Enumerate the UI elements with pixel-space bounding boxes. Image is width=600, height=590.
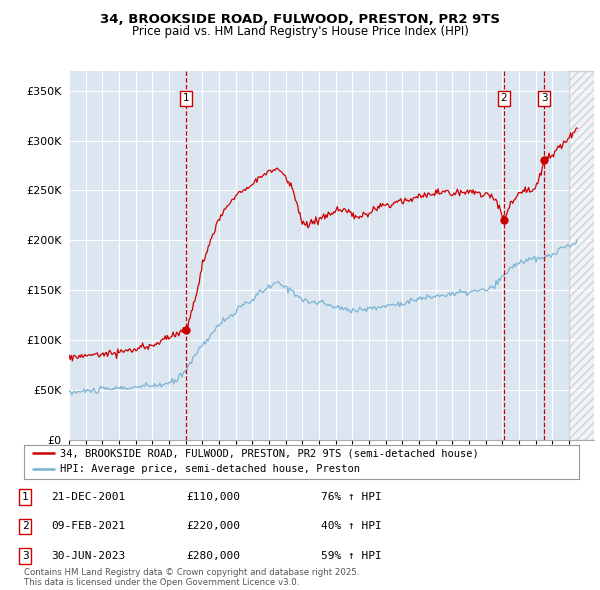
Bar bbox=[569, 71, 594, 440]
Text: £110,000: £110,000 bbox=[186, 492, 240, 502]
Text: 3: 3 bbox=[22, 551, 29, 560]
Text: 34, BROOKSIDE ROAD, FULWOOD, PRESTON, PR2 9TS (semi-detached house): 34, BROOKSIDE ROAD, FULWOOD, PRESTON, PR… bbox=[60, 448, 479, 458]
Text: Contains HM Land Registry data © Crown copyright and database right 2025.
This d: Contains HM Land Registry data © Crown c… bbox=[24, 568, 359, 587]
Text: HPI: Average price, semi-detached house, Preston: HPI: Average price, semi-detached house,… bbox=[60, 464, 360, 474]
Text: 3: 3 bbox=[541, 93, 547, 103]
Text: 34, BROOKSIDE ROAD, FULWOOD, PRESTON, PR2 9TS: 34, BROOKSIDE ROAD, FULWOOD, PRESTON, PR… bbox=[100, 13, 500, 26]
Text: 40% ↑ HPI: 40% ↑ HPI bbox=[321, 522, 382, 531]
Text: 76% ↑ HPI: 76% ↑ HPI bbox=[321, 492, 382, 502]
Text: 1: 1 bbox=[22, 492, 29, 502]
Text: 1: 1 bbox=[182, 93, 189, 103]
Text: 09-FEB-2021: 09-FEB-2021 bbox=[51, 522, 125, 531]
Text: 30-JUN-2023: 30-JUN-2023 bbox=[51, 551, 125, 560]
Text: 2: 2 bbox=[22, 522, 29, 531]
Text: Price paid vs. HM Land Registry's House Price Index (HPI): Price paid vs. HM Land Registry's House … bbox=[131, 25, 469, 38]
Text: 59% ↑ HPI: 59% ↑ HPI bbox=[321, 551, 382, 560]
Text: £220,000: £220,000 bbox=[186, 522, 240, 531]
Text: 21-DEC-2001: 21-DEC-2001 bbox=[51, 492, 125, 502]
Bar bbox=[569, 71, 594, 440]
Text: 2: 2 bbox=[500, 93, 508, 103]
Text: £280,000: £280,000 bbox=[186, 551, 240, 560]
